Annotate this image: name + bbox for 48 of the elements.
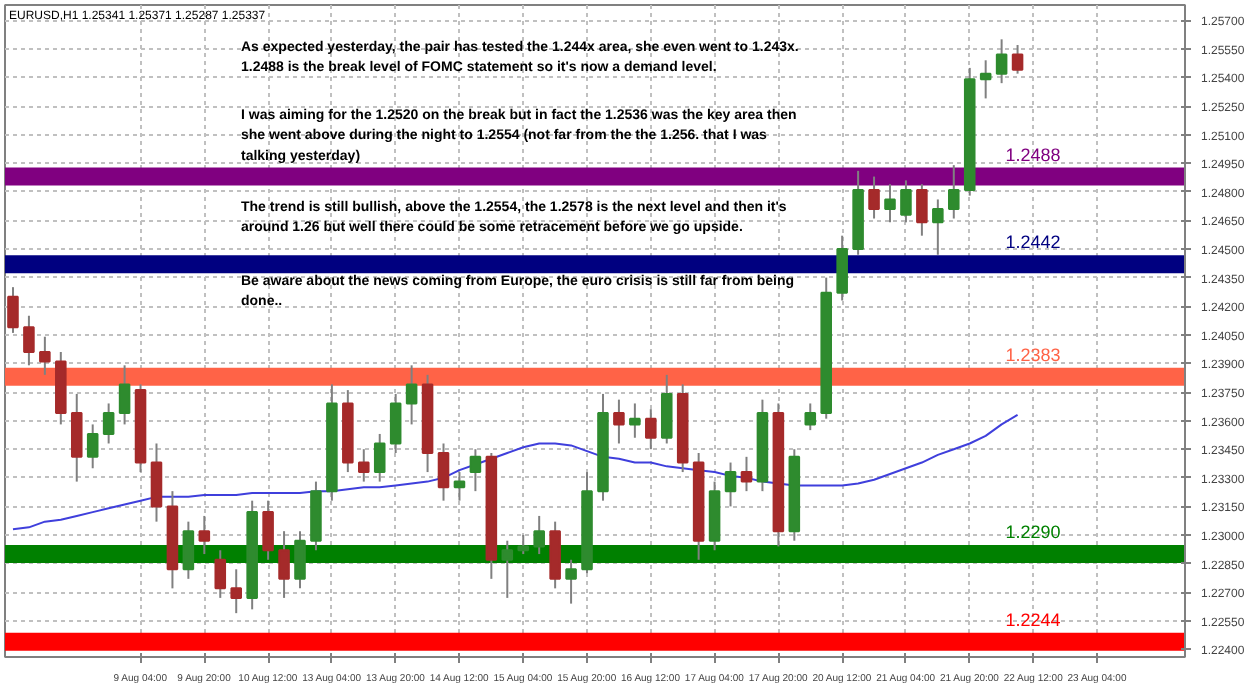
candlestick: [565, 558, 577, 605]
candlestick: [278, 530, 290, 599]
candlestick: [868, 175, 880, 220]
ref-line-label: 1.2442: [1005, 232, 1061, 253]
candlestick: [517, 533, 530, 556]
candlestick: [182, 520, 195, 580]
candlestick: [836, 234, 848, 302]
candlestick: [1011, 44, 1024, 75]
candlestick: [884, 183, 896, 224]
candlestick: [613, 398, 625, 445]
candlestick: [70, 392, 83, 483]
candlestick: [979, 59, 992, 100]
candlestick: [86, 423, 99, 470]
candlestick: [214, 549, 227, 599]
candlestick: [645, 408, 657, 451]
candlestick: [995, 38, 1008, 85]
ref-line-label: 1.2244: [1005, 609, 1061, 630]
ref-line-label: 1.2383: [1005, 344, 1061, 365]
candlestick: [358, 448, 370, 483]
candlestick: [804, 402, 817, 432]
candlestick: [453, 471, 466, 502]
candlestick: [118, 364, 131, 426]
candlestick: [948, 164, 960, 220]
candlestick: [437, 442, 450, 502]
candlestick: [198, 514, 211, 556]
candlestick: [150, 442, 163, 523]
candlestick: [916, 183, 928, 237]
candlestick: [102, 402, 115, 445]
candlestick: [549, 520, 561, 590]
ref-line-label: 1.2488: [1005, 144, 1061, 165]
candlestick: [501, 539, 514, 599]
candlestick: [469, 448, 482, 493]
candlestick: [294, 530, 306, 590]
candlestick: [900, 179, 912, 224]
candlestick: [932, 198, 944, 256]
candlestick: [629, 402, 641, 439]
candlestick: [230, 568, 242, 615]
candlestick: [405, 364, 418, 426]
candlestick: [724, 461, 737, 508]
candlestick: [740, 455, 753, 493]
candlestick: [23, 314, 35, 367]
candlestick: [373, 432, 386, 483]
candlestick: [533, 514, 545, 556]
candlestick: [389, 392, 402, 455]
candlestick: [39, 335, 51, 376]
ref-line-label: 1.2290: [1005, 522, 1061, 543]
candlestick: [660, 373, 673, 445]
candlestick: [262, 499, 274, 561]
